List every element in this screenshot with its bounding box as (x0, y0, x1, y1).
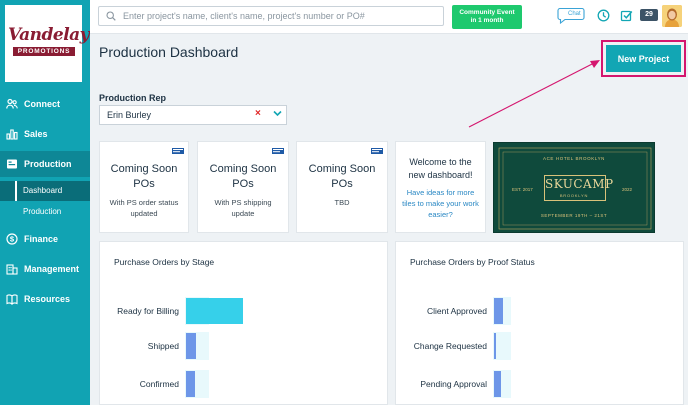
bar[interactable] (186, 371, 195, 397)
banner-venue: ACE HOTEL BROOKLYN (542, 156, 606, 161)
tile-subtitle: POs (331, 178, 353, 190)
bar[interactable] (494, 298, 503, 324)
dollar-icon: $ (6, 233, 18, 245)
banner-year: 2022 (622, 187, 633, 192)
new-project-highlight: New Project (601, 40, 686, 77)
tile-description: TBD (334, 198, 350, 207)
bar-row: Shipped (100, 332, 380, 360)
po-by-proof-status-panel: Purchase Orders by Proof Status Client A… (395, 241, 684, 405)
welcome-title: Welcome to the new dashboard! (408, 157, 473, 180)
search-input[interactable] (123, 11, 433, 21)
bar-row: Pending Approval (396, 370, 676, 398)
tile-title: Coming Soon (308, 163, 376, 175)
banner-event-name: SKUCAMP (544, 175, 613, 201)
promostandards-icon (172, 148, 184, 154)
bar-row: Change Requested (396, 332, 676, 360)
bar-row: Ready for Billing (100, 297, 380, 325)
bar[interactable] (494, 333, 496, 359)
tile-description: With PS shipping update (214, 198, 272, 218)
tile-title: Coming Soon (110, 163, 178, 175)
sidebar-item-label: Sales (24, 129, 48, 139)
sidebar-item-label: Finance (24, 234, 59, 244)
banner-dates: SEPTEMBER 19TH – 21ST (540, 213, 608, 218)
clock-icon[interactable] (596, 8, 610, 22)
topbar: Community Event in 1 month Chat 29 (90, 0, 688, 34)
welcome-tile: Welcome to the new dashboard! Have ideas… (395, 141, 486, 233)
sidebar-item-finance[interactable]: $ Finance (0, 226, 90, 252)
people-icon (6, 98, 18, 110)
production-rep-select[interactable]: Erin Burley (99, 105, 287, 125)
logo-wordmark: Vandelay (8, 25, 90, 45)
bar-track (493, 332, 511, 360)
book-icon (6, 293, 18, 305)
user-avatar[interactable] (662, 5, 682, 27)
po-shipping-tile[interactable]: Coming Soon POs With PS shipping update (197, 141, 289, 233)
banner-est: EST. 2017 (512, 187, 533, 192)
sidebar-item-label: Resources (24, 294, 71, 304)
sidebar-item-resources[interactable]: Resources (0, 286, 90, 312)
building-icon (6, 263, 18, 275)
sidebar-item-label: Connect (24, 99, 60, 109)
chevron-down-icon[interactable] (273, 110, 282, 117)
event-banner[interactable]: ACE HOTEL BROOKLYN SKUCAMP BROOKLYN EST.… (493, 142, 655, 233)
production-rep-label: Production Rep (99, 93, 166, 103)
bar[interactable] (186, 333, 196, 359)
bar[interactable] (494, 371, 501, 397)
search-icon (106, 11, 116, 21)
bar-label: Ready for Billing (117, 306, 179, 316)
page-title: Production Dashboard (99, 44, 239, 60)
production-rep-value: Erin Burley (107, 110, 152, 120)
bar-label: Change Requested (413, 341, 487, 351)
sidebar-item-connect[interactable]: Connect (0, 91, 90, 117)
logo-tagline: PROMOTIONS (13, 47, 75, 56)
chat-icon[interactable] (557, 7, 585, 24)
chat-label: Chat (568, 11, 581, 17)
banner-border-ornament (498, 147, 652, 230)
sidebar-item-sales[interactable]: Sales (0, 121, 90, 147)
sidebar-subitem-dashboard[interactable]: Dashboard (0, 181, 90, 201)
bar-label: Pending Approval (420, 379, 487, 389)
sidebar-item-label: Production (24, 159, 72, 169)
promostandards-icon (371, 148, 383, 154)
community-event-time: in 1 month (470, 17, 504, 24)
po-status-tile[interactable]: Coming Soon POs With PS order status upd… (99, 141, 189, 233)
bar-label: Confirmed (139, 379, 179, 389)
bar-chart-icon (6, 128, 18, 140)
bar[interactable] (186, 298, 243, 324)
company-logo[interactable]: Vandelay PROMOTIONS (5, 5, 90, 82)
panel-title: Purchase Orders by Stage (114, 257, 215, 267)
tile-description: With PS order status updated (109, 198, 179, 218)
bar-row: Confirmed (100, 370, 380, 398)
notification-count-badge[interactable]: 29 (640, 9, 658, 21)
community-event-title: Community Event (459, 9, 515, 16)
tile-subtitle: POs (232, 178, 254, 190)
bar-row: Client Approved (396, 297, 676, 325)
bar-label: Client Approved (426, 306, 487, 316)
promostandards-icon (272, 148, 284, 154)
svg-text:$: $ (10, 235, 15, 244)
sidebar: Vandelay PROMOTIONS Connect Sales Produc… (0, 0, 90, 405)
banner-city: BROOKLYN (559, 193, 589, 198)
sidebar-item-production[interactable]: Production (0, 151, 90, 177)
new-project-button[interactable]: New Project (606, 45, 681, 72)
clear-selection-icon[interactable]: × (255, 108, 261, 119)
community-event-button[interactable]: Community Event in 1 month (452, 5, 522, 29)
tile-title: Coming Soon (209, 163, 277, 175)
po-tbd-tile[interactable]: Coming Soon POs TBD (296, 141, 388, 233)
search-box[interactable] (98, 6, 444, 26)
sidebar-item-label: Management (24, 264, 80, 274)
bar-label: Shipped (147, 341, 179, 351)
panel-title: Purchase Orders by Proof Status (410, 257, 535, 267)
tile-subtitle: POs (133, 178, 155, 190)
po-by-stage-panel: Purchase Orders by Stage Ready for Billi… (99, 241, 388, 405)
sidebar-subitem-production[interactable]: Production (23, 207, 62, 216)
production-icon (6, 158, 18, 170)
task-checkbox-icon[interactable] (619, 8, 633, 22)
sidebar-item-management[interactable]: Management (0, 256, 90, 282)
feedback-link[interactable]: Have ideas for more tiles to make your w… (402, 188, 479, 219)
